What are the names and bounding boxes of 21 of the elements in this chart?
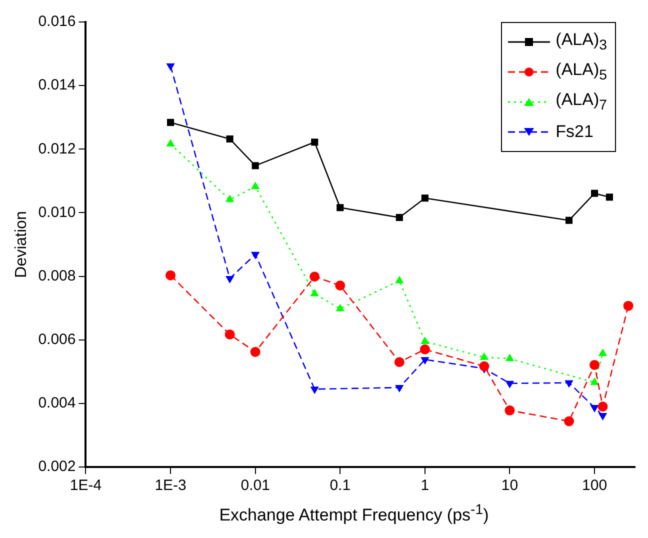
y-tick-label: 0.010 xyxy=(38,204,76,221)
y-tick-label: 0.002 xyxy=(38,458,76,476)
y-tick-label: 0.016 xyxy=(38,13,76,30)
x-axis-title: Exchange Attempt Frequency (ps$^{-1}$) xyxy=(218,502,490,526)
y-tick-label: 0.012 xyxy=(38,140,76,158)
x-tick-label: 100 xyxy=(582,477,608,494)
y-tick-label: 0.004 xyxy=(38,394,76,412)
x-tick-label: 1E-3 xyxy=(154,477,186,494)
x-tick-label: 10 xyxy=(501,477,518,494)
legend-label: Fs21 xyxy=(556,122,594,142)
y-tick-label: 0.006 xyxy=(38,331,76,348)
legend-label: (ALA)$_{3}$ xyxy=(556,30,607,54)
y-tick-label: 0.014 xyxy=(38,76,76,94)
x-tick-label: 1E-4 xyxy=(70,477,102,494)
legend-label: (ALA)$_{5}$ xyxy=(556,60,607,84)
y-tick-label: 0.008 xyxy=(38,267,76,284)
legend-label: (ALA)$_{7}$ xyxy=(556,90,607,114)
x-tick-label: 0.01 xyxy=(240,477,270,494)
y-axis-title: Deviation xyxy=(13,211,30,278)
x-tick-label: 0.1 xyxy=(330,477,351,494)
x-tick-label: 1 xyxy=(420,477,430,494)
